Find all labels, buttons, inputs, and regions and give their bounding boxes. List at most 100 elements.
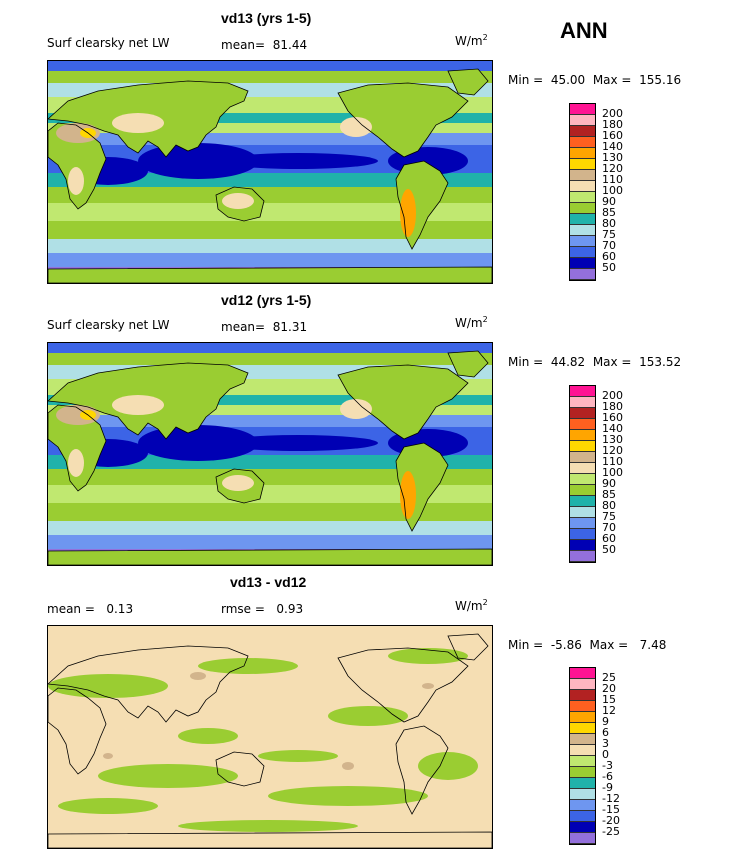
colorbar-swatch — [570, 474, 595, 485]
panel-3-title: vd13 - vd12 — [230, 574, 307, 590]
coastline — [337, 364, 469, 440]
map-band — [48, 239, 492, 253]
colorbar-label: 160 — [602, 411, 623, 424]
colorbar-swatch — [570, 397, 595, 408]
colorbar-label: 180 — [602, 118, 623, 131]
map-band — [48, 113, 492, 123]
colorbar-swatch — [570, 507, 595, 518]
map-band — [48, 469, 492, 485]
coastline — [215, 751, 265, 787]
land-mass — [48, 405, 106, 491]
coastline — [48, 80, 249, 158]
panel-3-minmax: Min = -5.86 Max = 7.48 — [508, 638, 666, 652]
map-desert — [112, 395, 164, 415]
map-band — [48, 221, 492, 239]
map-diff-blob — [258, 750, 338, 762]
panel-1-units: W/m2 — [455, 33, 488, 48]
panel-1-field-label: Surf clearsky net LW — [47, 36, 170, 50]
colorbar-label: 110 — [602, 455, 623, 468]
panel-2-title: vd12 (yrs 1-5) — [221, 292, 312, 308]
map-blob — [218, 153, 378, 169]
panel-3-rmse: rmse = 0.93 — [221, 602, 303, 616]
panel-3-min-label: Min = — [508, 638, 544, 652]
colorbar-swatch — [570, 247, 595, 258]
panel-1-map — [47, 60, 493, 284]
colorbar-swatch — [570, 679, 595, 690]
colorbar-swatch — [570, 668, 595, 679]
panel-1-title: vd13 (yrs 1-5) — [221, 10, 312, 26]
panel-2-mean: mean= 81.31 — [221, 320, 307, 334]
map-diff-spot — [342, 762, 354, 770]
colorbar-box — [569, 385, 596, 563]
map-band — [48, 521, 492, 535]
colorbar-swatch — [570, 137, 595, 148]
map-desert — [400, 471, 416, 519]
panel-1-min-value: 45.00 — [550, 73, 586, 87]
panel-1-min-label: Min = — [508, 73, 544, 87]
panel-3-rmse-label: rmse = — [221, 602, 265, 616]
map-diff-blob — [48, 674, 168, 698]
colorbar-label: 110 — [602, 173, 623, 186]
map-diff-blob — [178, 728, 238, 744]
panel-2-minmax: Min = 44.82 Max = 153.52 — [508, 355, 681, 369]
colorbar-swatch — [570, 485, 595, 496]
colorbar-swatch — [570, 496, 595, 507]
colorbar-label: 25 — [602, 671, 616, 684]
map-desert — [56, 123, 100, 143]
colorbar-box — [569, 667, 596, 845]
map-desert — [222, 193, 254, 209]
colorbar-swatch — [570, 192, 595, 203]
coastline — [48, 831, 492, 848]
colorbar-label: 85 — [602, 206, 616, 219]
map-blob — [218, 435, 378, 451]
coastline — [48, 362, 249, 440]
colorbar-label: -20 — [602, 814, 620, 827]
colorbar-swatch — [570, 104, 595, 115]
colorbar-swatch — [570, 822, 595, 833]
land-mass — [48, 267, 492, 283]
colorbar-label: 130 — [602, 433, 623, 446]
colorbar-swatch — [570, 745, 595, 756]
map-band — [48, 455, 492, 469]
colorbar-label: 60 — [602, 532, 616, 545]
colorbar-label: 3 — [602, 737, 609, 750]
land-mass — [338, 83, 468, 157]
panel-1-minmax: Min = 45.00 Max = 155.16 — [508, 73, 681, 87]
coastline — [447, 633, 489, 661]
colorbar-label: 120 — [602, 162, 623, 175]
panel-1-mean-label: mean= — [221, 38, 266, 52]
panel-3-map-svg — [48, 626, 492, 848]
map-band — [48, 71, 492, 83]
colorbar-swatch — [570, 236, 595, 247]
map-diff-blob — [198, 658, 298, 674]
colorbar-swatch — [570, 723, 595, 734]
panel-3-units: W/m2 — [455, 598, 488, 613]
map-desert — [68, 167, 84, 195]
panel-3-rmse-value: 0.93 — [276, 602, 304, 616]
colorbar-label: 80 — [602, 499, 616, 512]
map-band — [48, 535, 492, 549]
panel-3-mean-value: 0.13 — [106, 602, 134, 616]
coastline — [48, 404, 107, 492]
panel-2-units: W/m2 — [455, 315, 488, 330]
panel-2-mean-value: 81.31 — [272, 320, 308, 334]
colorbar-swatch — [570, 126, 595, 137]
map-diff-blob — [58, 798, 158, 814]
coastline — [48, 645, 249, 723]
colorbar-swatch — [570, 529, 595, 540]
map-band — [48, 343, 492, 353]
panel-3-mean-label: mean = — [47, 602, 95, 616]
colorbar-swatch — [570, 756, 595, 767]
colorbar-swatch — [570, 789, 595, 800]
panel-2-min-value: 44.82 — [550, 355, 586, 369]
coastline — [395, 725, 449, 815]
map-desert — [68, 449, 84, 477]
colorbar-swatch — [570, 148, 595, 159]
colorbar-swatch — [570, 115, 595, 126]
map-band — [48, 503, 492, 521]
colorbar-label: 90 — [602, 195, 616, 208]
colorbar-swatch — [570, 712, 595, 723]
colorbar-label: -15 — [602, 803, 620, 816]
colorbar-swatch — [570, 518, 595, 529]
panel-1-units-exp: 2 — [482, 33, 488, 42]
